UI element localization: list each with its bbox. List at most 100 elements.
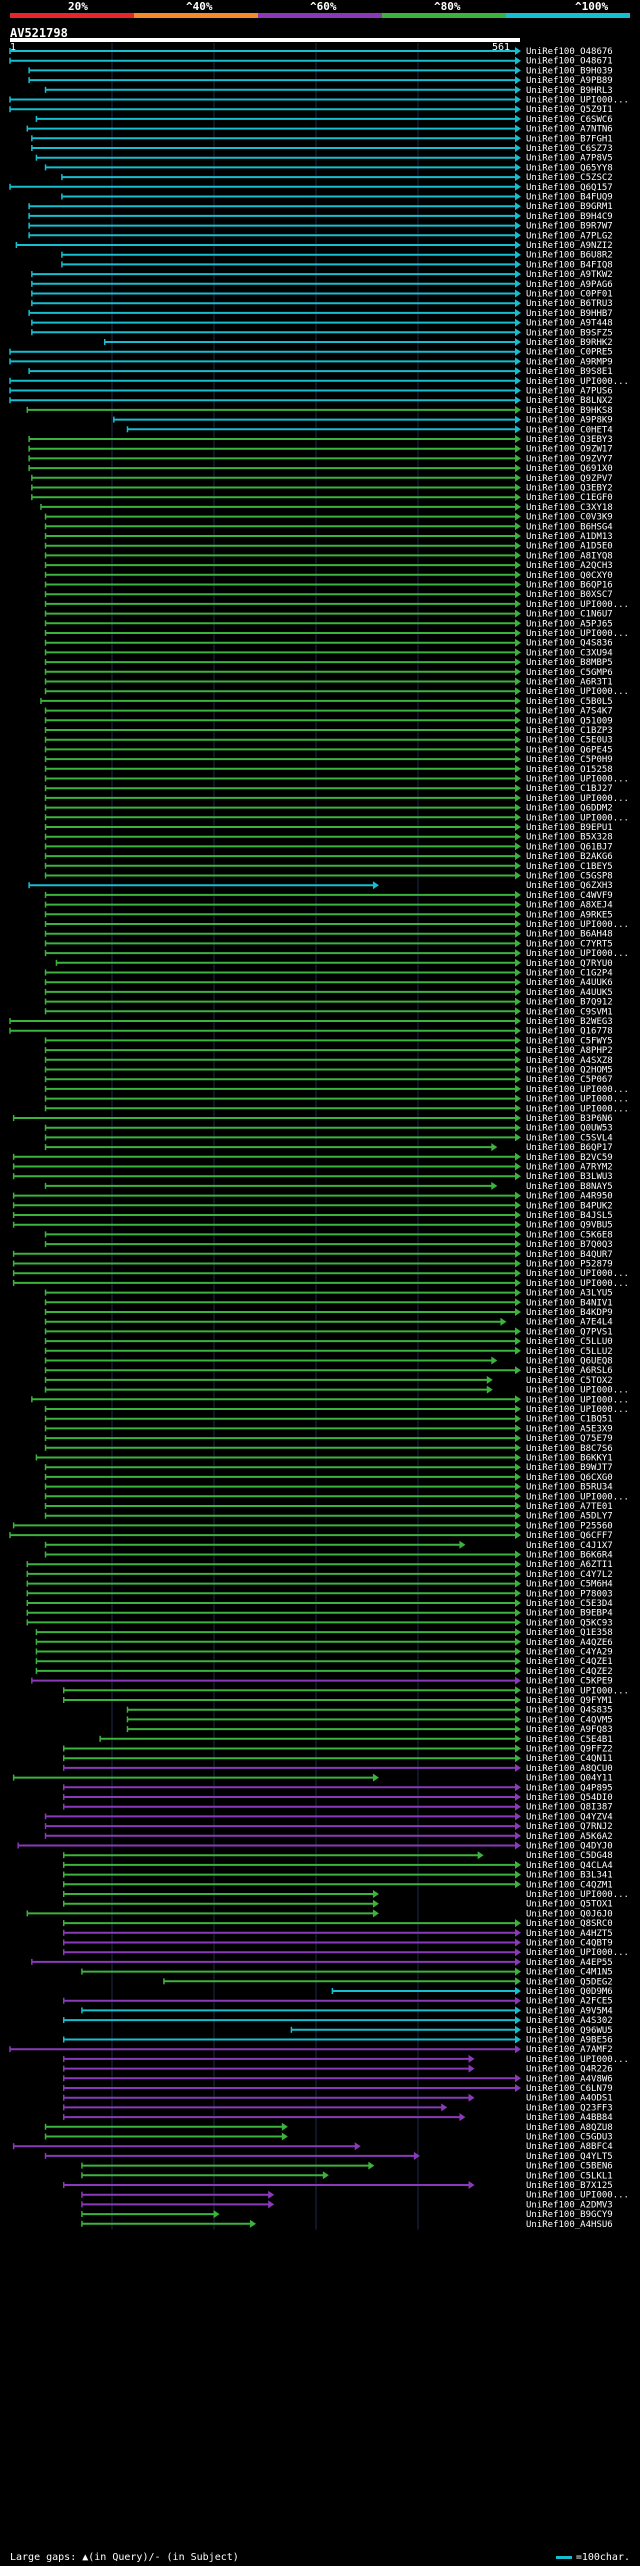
hit-label[interactable]: UniRef100_UPI000... bbox=[526, 2055, 629, 2065]
hit-label[interactable]: UniRef100_UPI000... bbox=[526, 1095, 629, 1105]
hit-label[interactable]: UniRef100_A9RKE5 bbox=[526, 910, 613, 920]
hit-label[interactable]: UniRef100_C4YA29 bbox=[526, 1648, 613, 1658]
hit-label[interactable]: UniRef100_Q0CXY0 bbox=[526, 571, 613, 581]
hit-label[interactable]: UniRef100_Q4P895 bbox=[526, 1783, 613, 1793]
hit-label[interactable]: UniRef100_A6ZTI1 bbox=[526, 1560, 613, 1570]
hit-label[interactable]: UniRef100_Q6CFF7 bbox=[526, 1531, 613, 1541]
hit-label[interactable]: UniRef100_C1EGF0 bbox=[526, 493, 613, 503]
hit-label[interactable]: UniRef100_C4Y7L2 bbox=[526, 1570, 613, 1580]
hit-label[interactable]: UniRef100_A7PUS6 bbox=[526, 387, 613, 397]
hit-label[interactable]: UniRef100_B3P6N6 bbox=[526, 1114, 613, 1124]
hit-label[interactable]: UniRef100_Q5TOX1 bbox=[526, 1900, 613, 1910]
hit-label[interactable]: UniRef100_B4FUQ9 bbox=[526, 193, 613, 203]
hit-label[interactable]: UniRef100_A8PHP2 bbox=[526, 1046, 613, 1056]
hit-label[interactable]: UniRef100_A6R3T1 bbox=[526, 678, 613, 688]
hit-label[interactable]: UniRef100_C4QN11 bbox=[526, 1754, 613, 1764]
hit-label[interactable]: UniRef100_B9RHK2 bbox=[526, 338, 613, 348]
hit-label[interactable]: UniRef100_C4QZE1 bbox=[526, 1657, 613, 1667]
hit-label[interactable]: UniRef100_A4HSU6 bbox=[526, 2220, 613, 2230]
hit-label[interactable]: UniRef100_Q4S836 bbox=[526, 639, 613, 649]
hit-label[interactable]: UniRef100_B3LWU3 bbox=[526, 1172, 613, 1182]
hit-label[interactable]: UniRef100_B9H039 bbox=[526, 66, 613, 76]
hit-label[interactable]: UniRef100_B9HHB7 bbox=[526, 309, 613, 319]
hit-label[interactable]: UniRef100_B7FGH1 bbox=[526, 134, 613, 144]
hit-label[interactable]: UniRef100_A5DLY7 bbox=[526, 1512, 613, 1522]
hit-label[interactable]: UniRef100_C0PF01 bbox=[526, 290, 613, 300]
hit-label[interactable]: UniRef100_A9BE56 bbox=[526, 2036, 613, 2046]
hit-label[interactable]: UniRef100_UPI000... bbox=[526, 1890, 629, 1900]
hit-label[interactable]: UniRef100_A4HZT5 bbox=[526, 1929, 613, 1939]
hit-label[interactable]: UniRef100_C1BEY5 bbox=[526, 862, 613, 872]
hit-label[interactable]: UniRef100_Q6ZXH3 bbox=[526, 881, 613, 891]
hit-label[interactable]: UniRef100_Q8SRC0 bbox=[526, 1919, 613, 1929]
hit-label[interactable]: UniRef100_A7RYM2 bbox=[526, 1163, 613, 1173]
hit-label[interactable]: UniRef100_B4NIV1 bbox=[526, 1298, 613, 1308]
hit-label[interactable]: UniRef100_Q61BJ7 bbox=[526, 842, 613, 852]
hit-label[interactable]: UniRef100_Q6Q157 bbox=[526, 183, 613, 193]
hit-label[interactable]: UniRef100_A9RMP9 bbox=[526, 357, 613, 367]
hit-label[interactable]: UniRef100_Q16778 bbox=[526, 1027, 613, 1037]
hit-label[interactable]: UniRef100_C5E4B1 bbox=[526, 1735, 613, 1745]
hit-label[interactable]: UniRef100_UPI000... bbox=[526, 1104, 629, 1114]
hit-label[interactable]: UniRef100_C5KPE9 bbox=[526, 1677, 613, 1687]
hit-label[interactable]: UniRef100_Q9FYM1 bbox=[526, 1696, 613, 1706]
hit-label[interactable]: UniRef100_C5K6E8 bbox=[526, 1230, 613, 1240]
hit-label[interactable]: UniRef100_Q23FF3 bbox=[526, 2103, 613, 2113]
hit-label[interactable]: UniRef100_C5P067 bbox=[526, 1075, 613, 1085]
hit-label[interactable]: UniRef100_C4QZE2 bbox=[526, 1667, 613, 1677]
hit-label[interactable]: UniRef100_UPI000... bbox=[526, 1948, 629, 1958]
hit-label[interactable]: UniRef100_Q8I387 bbox=[526, 1803, 613, 1813]
hit-label[interactable]: UniRef100_UPI000... bbox=[526, 1686, 629, 1696]
hit-label[interactable]: UniRef100_B4KDP9 bbox=[526, 1308, 613, 1318]
hit-label[interactable]: UniRef100_B7Q912 bbox=[526, 998, 613, 1008]
hit-label[interactable]: UniRef100_B9R7W7 bbox=[526, 222, 613, 232]
hit-label[interactable]: UniRef100_A8BFC4 bbox=[526, 2142, 613, 2152]
hit-label[interactable]: UniRef100_C7YRT5 bbox=[526, 939, 613, 949]
hit-label[interactable]: UniRef100_B8NAY5 bbox=[526, 1182, 613, 1192]
hit-label[interactable]: UniRef100_C6SWC6 bbox=[526, 115, 613, 125]
hit-label[interactable]: UniRef100_Q04Y11 bbox=[526, 1774, 613, 1784]
hit-label[interactable]: UniRef100_B9HRL3 bbox=[526, 86, 613, 96]
hit-label[interactable]: UniRef100_Q0J6J0 bbox=[526, 1909, 613, 1919]
hit-label[interactable]: UniRef100_B6K6R4 bbox=[526, 1551, 613, 1561]
hit-label[interactable]: UniRef100_UPI000... bbox=[526, 377, 629, 387]
hit-label[interactable]: UniRef100_B8C7S6 bbox=[526, 1444, 613, 1454]
hit-label[interactable]: UniRef100_B9EBP4 bbox=[526, 1609, 613, 1619]
hit-label[interactable]: UniRef100_Q54DI0 bbox=[526, 1793, 613, 1803]
hit-label[interactable]: UniRef100_Q75E79 bbox=[526, 1434, 613, 1444]
hit-label[interactable]: UniRef100_B2AKG6 bbox=[526, 852, 613, 862]
hit-label[interactable]: UniRef100_B7Q0Q3 bbox=[526, 1240, 613, 1250]
hit-label[interactable]: UniRef100_A4V8W6 bbox=[526, 2074, 613, 2084]
hit-label[interactable]: UniRef100_A4UUK6 bbox=[526, 978, 613, 988]
hit-label[interactable]: UniRef100_A3LYU5 bbox=[526, 1289, 613, 1299]
hit-label[interactable]: UniRef100_UPI000... bbox=[526, 1386, 629, 1396]
hit-label[interactable]: UniRef100_C5FWY5 bbox=[526, 1036, 613, 1046]
hit-label[interactable]: UniRef100_A2QCH3 bbox=[526, 561, 613, 571]
hit-label[interactable]: UniRef100_Q5KC93 bbox=[526, 1618, 613, 1628]
hit-label[interactable]: UniRef100_UPI000... bbox=[526, 1395, 629, 1405]
hit-label[interactable]: UniRef100_UPI000... bbox=[526, 949, 629, 959]
hit-label[interactable]: UniRef100_C1N6U7 bbox=[526, 610, 613, 620]
hit-label[interactable]: UniRef100_C0HET4 bbox=[526, 425, 613, 435]
hit-label[interactable]: UniRef100_C5M6H4 bbox=[526, 1580, 613, 1590]
hit-label[interactable]: UniRef100_A4R950 bbox=[526, 1192, 613, 1202]
hit-label[interactable]: UniRef100_Q6DDM2 bbox=[526, 804, 613, 814]
hit-label[interactable]: UniRef100_A9PB89 bbox=[526, 76, 613, 86]
hit-label[interactable]: UniRef100_B6QP17 bbox=[526, 1143, 613, 1153]
hit-label[interactable]: UniRef100_C4WVF9 bbox=[526, 891, 613, 901]
hit-label[interactable]: UniRef100_UPI000... bbox=[526, 1269, 629, 1279]
hit-label[interactable]: UniRef100_A2FCE5 bbox=[526, 1997, 613, 2007]
hit-label[interactable]: UniRef100_C5TOX2 bbox=[526, 1376, 613, 1386]
hit-label[interactable]: UniRef100_Q7RNJ2 bbox=[526, 1822, 613, 1832]
hit-label[interactable]: UniRef100_C6LN79 bbox=[526, 2084, 613, 2094]
hit-label[interactable]: UniRef100_C5BEN6 bbox=[526, 2162, 613, 2172]
hit-label[interactable]: UniRef100_UPI000... bbox=[526, 813, 629, 823]
hit-label[interactable]: UniRef100_O9ZVY7 bbox=[526, 454, 613, 464]
hit-label[interactable]: UniRef100_Q5DEG2 bbox=[526, 1977, 613, 1987]
hit-label[interactable]: UniRef100_C5GDU3 bbox=[526, 2133, 613, 2143]
hit-label[interactable]: UniRef100_B4FIQ8 bbox=[526, 260, 613, 270]
hit-label[interactable]: UniRef100_O48671 bbox=[526, 57, 613, 67]
hit-label[interactable]: UniRef100_P78003 bbox=[526, 1589, 613, 1599]
hit-label[interactable]: UniRef100_A4QZE6 bbox=[526, 1638, 613, 1648]
hit-label[interactable]: UniRef100_A8QZU8 bbox=[526, 2123, 613, 2133]
